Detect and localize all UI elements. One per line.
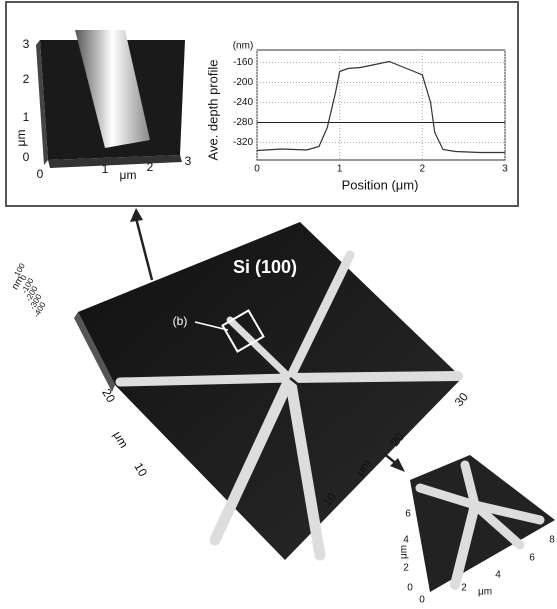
afm-tick: 1 — [102, 162, 109, 176]
afm-tick: 3 — [185, 154, 192, 168]
region-marker: (b) — [173, 314, 188, 328]
afm-tick: 3 — [23, 37, 30, 51]
small-unit: μm — [399, 545, 410, 559]
afm-inset-image — [36, 30, 185, 168]
afm-tick: 0 — [23, 150, 30, 164]
figure: -160 -200 -240 -280 -320 0 1 2 3 (nm) Ave. depth p… — [0, 0, 557, 604]
x-tick-label: 0 — [254, 164, 260, 175]
small-afm-image — [410, 455, 555, 592]
y-unit: (nm) — [233, 41, 254, 52]
afm-unit: μm — [14, 130, 28, 147]
small-tick: 6 — [529, 553, 535, 564]
small-tick: 8 — [549, 535, 555, 546]
small-tick: 4 — [495, 570, 501, 581]
y-tick-label: -240 — [233, 97, 253, 108]
small-unit: μm — [478, 587, 492, 598]
axis-tick: 10 — [131, 460, 150, 479]
y-tick-label: -280 — [233, 117, 253, 128]
axis-tick: 30 — [452, 390, 472, 409]
axis-unit: μm — [110, 429, 131, 451]
y-axis-label: Ave. depth profile — [205, 60, 220, 161]
afm-tick: 2 — [23, 72, 30, 86]
small-tick: 4 — [403, 535, 409, 546]
afm-tick: 2 — [147, 160, 154, 174]
y-tick-label: -320 — [233, 137, 253, 148]
small-tick: 2 — [403, 563, 409, 574]
x-tick-label: 1 — [337, 164, 343, 175]
small-tick: 0 — [419, 595, 425, 604]
small-tick: 0 — [407, 583, 413, 594]
x-tick-label: 3 — [502, 164, 508, 175]
y-tick-label: -200 — [233, 77, 253, 88]
afm-tick: 1 — [23, 110, 30, 124]
x-tick-label: 2 — [420, 164, 426, 175]
afm-unit: μm — [120, 168, 137, 182]
axis-tick: 20 — [99, 386, 118, 405]
x-axis-label: Position (μm) — [342, 177, 419, 192]
small-tick: 6 — [405, 509, 411, 520]
small-tick: 2 — [461, 583, 467, 594]
sample-label: Si (100) — [233, 257, 297, 277]
afm-tick: 0 — [37, 167, 44, 181]
y-tick-label: -160 — [233, 57, 253, 68]
